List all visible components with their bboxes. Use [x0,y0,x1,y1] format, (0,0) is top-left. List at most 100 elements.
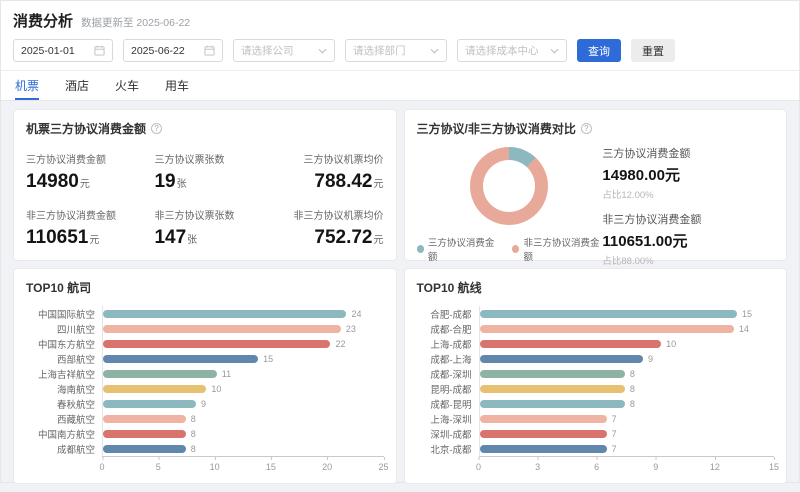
bar-row: 合肥-成都15 [417,306,775,321]
agreement-amount-label: 三方协议消费金额 [602,145,774,161]
page-title: 消费分析 [13,10,73,31]
bar-category-label: 中国南方航空 [26,427,102,441]
start-date-input[interactable] [21,45,93,57]
bar-category-label: 四川航空 [26,322,102,336]
department-select[interactable]: 请选择部门 [345,39,447,62]
legend-item[interactable]: 非三方协议消费金额 [512,235,602,263]
bar [103,310,346,318]
company-select[interactable]: 请选择公司 [233,39,335,62]
bar [103,445,186,453]
axis-tick-label: 20 [322,457,332,472]
cost-center-select[interactable]: 请选择成本中心 [457,39,567,62]
stat-label: 非三方协议机票均价 [272,207,384,222]
bar-row: 深圳-成都7 [417,426,775,441]
bar-track: 24 [102,306,384,321]
legend-label: 三方协议消费金额 [428,235,498,263]
end-date-input[interactable] [131,45,203,57]
calendar-icon[interactable] [204,45,215,56]
bar-value-label: 11 [222,369,231,379]
bar-value-label: 14 [739,324,749,334]
chevron-down-icon [430,48,439,54]
tab-train[interactable]: 火车 [115,71,139,100]
help-icon[interactable] [581,123,592,134]
bar-category-label: 成都-深圳 [417,367,479,381]
tab-hotel[interactable]: 酒店 [65,71,89,100]
bar-row: 西部航空 15 [26,351,384,366]
agreement-amount-ratio: 占比12.00% [602,187,774,201]
bar-value-label: 7 [612,414,617,424]
bar-value-label: 8 [630,399,635,409]
chevron-down-icon [318,48,327,54]
bar [103,325,341,333]
chevron-down-icon [550,48,559,54]
bar-value-label: 9 [648,354,653,364]
bar-category-label: 北京-成都 [417,442,479,456]
bar-value-label: 10 [666,339,676,349]
bar-row: 成都-上海9 [417,351,775,366]
bar-value-label: 8 [191,414,196,424]
stat-unit: 张 [187,235,197,246]
tab-flight[interactable]: 机票 [15,71,39,100]
bar-row: 成都航空8 [26,441,384,456]
bar-value-label: 15 [263,354,273,364]
bar-row: 上海-成都 10 [417,336,775,351]
stat-unit: 元 [374,235,384,246]
bar-row: 成都-深圳 8 [417,366,775,381]
bar-row: 春秋航空9 [26,396,384,411]
bar-category-label: 西藏航空 [26,412,102,426]
bar-track: 9 [102,396,384,411]
tab-car[interactable]: 用车 [165,71,189,100]
stat-label: 三方协议票张数 [154,151,271,166]
routes-bar-chart: 合肥-成都15成都-合肥14上海-成都10成都-上海9成都-深圳8昆明-成都8成… [417,306,775,472]
stat-unit: 元 [374,179,384,190]
non-agreement-amount-value: 110651.00元 [602,230,774,251]
bar [480,385,625,393]
start-date-field[interactable] [13,39,113,62]
bar [480,340,662,348]
stat-cell: 三方协议票张数19张 [154,151,271,193]
stat-unit: 元 [89,235,99,246]
bar-track: 23 [102,321,384,336]
airlines-bar-chart: 中国国际航空24四川航空23中国东方航空22西部航空15上海吉祥航空11海南航空… [26,306,384,472]
axis-tick-label: 12 [710,457,720,472]
bar-track: 14 [479,321,775,336]
bar-value-label: 7 [612,444,617,454]
bar-category-label: 中国东方航空 [26,337,102,351]
bar-category-label: 上海-成都 [417,337,479,351]
bar-category-label: 深圳-成都 [417,427,479,441]
bar-track: 8 [102,441,384,456]
bar-track: 10 [479,336,775,351]
non-agreement-amount-label: 非三方协议消费金额 [602,211,774,227]
query-button[interactable]: 查询 [577,39,621,62]
bar [103,415,186,423]
bar-category-label: 中国国际航空 [26,307,102,321]
stat-cell: 非三方协议消费金额110651元 [26,207,154,249]
bar-category-label: 成都航空 [26,442,102,456]
bar-category-label: 西部航空 [26,352,102,366]
end-date-field[interactable] [123,39,223,62]
bar-row: 北京-成都 7 [417,441,775,456]
bar [480,310,737,318]
legend-item[interactable]: 三方协议消费金额 [417,235,499,263]
calendar-icon[interactable] [94,45,105,56]
bar-value-label: 8 [630,369,635,379]
stat-unit: 元 [80,179,90,190]
bar-row: 海南航空10 [26,381,384,396]
summary-card: 机票三方协议消费金额 三方协议消费金额14980元三方协议票张数19张三方协议机… [13,109,397,261]
stat-label: 三方协议机票均价 [272,151,384,166]
bar [103,430,186,438]
bar [480,355,644,363]
page-header: 消费分析 数据更新至 2025-06-22 请选择公司 [1,1,799,70]
bar-value-label: 23 [346,324,356,334]
bar-track: 15 [102,351,384,366]
reset-button[interactable]: 重置 [631,39,675,62]
bar-track: 22 [102,336,384,351]
axis-tick-label: 0 [476,457,481,472]
bar-track: 8 [479,381,775,396]
bar-row: 成都-昆明8 [417,396,775,411]
bar [103,385,206,393]
summary-stats: 三方协议消费金额14980元三方协议票张数19张三方协议机票均价788.42元非… [26,151,384,249]
help-icon[interactable] [151,123,162,134]
stat-cell: 非三方协议票张数147张 [154,207,271,249]
bar-row: 中国东方航空22 [26,336,384,351]
